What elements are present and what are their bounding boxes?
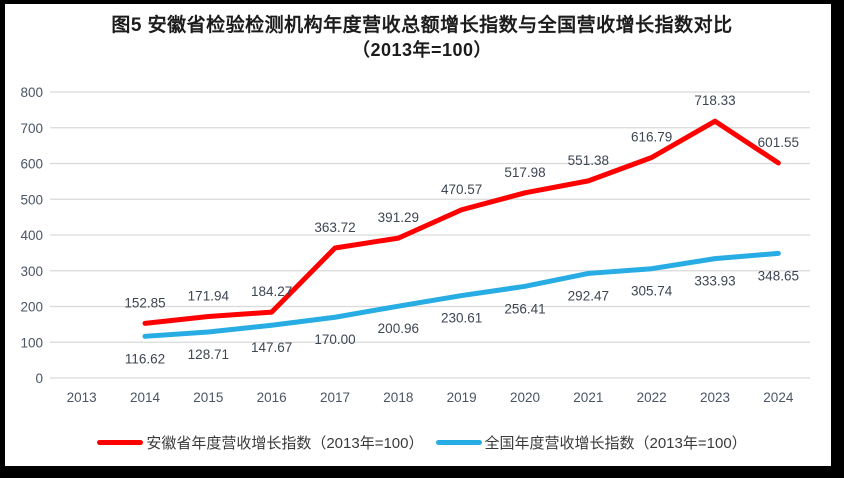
y-tick-label: 100: [20, 335, 43, 350]
data-label: 230.61: [441, 311, 482, 326]
data-label: 170.00: [314, 332, 355, 347]
legend-swatch-national: [435, 439, 482, 445]
y-tick-label: 700: [20, 121, 43, 136]
chart-title-line2: （2013年=100）: [351, 40, 493, 60]
x-tick-label: 2016: [257, 390, 287, 405]
x-tick-label: 2013: [67, 390, 97, 405]
data-label: 256.41: [504, 301, 545, 316]
x-tick-label: 2018: [383, 390, 413, 405]
data-label: 718.33: [694, 93, 735, 108]
data-label: 147.67: [251, 340, 292, 355]
x-tick-label: 2015: [193, 390, 223, 405]
data-label: 305.74: [631, 284, 673, 299]
legend-item-national: 全国年度营收增长指数（2013年=100）: [435, 432, 747, 453]
y-tick-label: 400: [20, 228, 43, 243]
data-label: 333.93: [694, 274, 735, 289]
legend-swatch-anhui: [97, 439, 144, 445]
x-tick-label: 2023: [700, 390, 730, 405]
series-line-anhui: [142, 118, 781, 326]
data-label: 391.29: [378, 210, 419, 225]
y-tick-label: 0: [35, 371, 43, 386]
chart-legend: 安徽省年度营收增长指数（2013年=100） 全国年度营收增长指数（2013年=…: [0, 431, 844, 453]
series-line-national: [142, 250, 781, 339]
x-tick-label: 2022: [637, 390, 667, 405]
data-label: 292.47: [568, 288, 609, 303]
data-label: 616.79: [631, 129, 672, 144]
data-label: 152.85: [124, 295, 165, 310]
data-label: 601.55: [758, 135, 799, 150]
y-tick-label: 800: [20, 85, 43, 100]
legend-item-anhui: 安徽省年度营收增长指数（2013年=100）: [97, 432, 424, 453]
data-label: 184.27: [251, 284, 292, 299]
data-label: 470.57: [441, 182, 482, 197]
data-label: 363.72: [314, 220, 355, 235]
legend-label-anhui: 安徽省年度营收增长指数（2013年=100）: [146, 434, 424, 452]
y-tick-label: 200: [20, 300, 43, 315]
y-tick-label: 600: [20, 157, 43, 172]
data-label: 200.96: [378, 321, 419, 336]
x-tick-label: 2019: [447, 390, 477, 405]
data-label: 128.71: [188, 347, 229, 362]
x-tick-label: 2024: [763, 390, 794, 405]
x-tick-label: 2017: [320, 390, 350, 405]
x-tick-label: 2020: [510, 390, 540, 405]
chart-title: 图5 安徽省检验检测机构年度营收总额增长指数与全国营收增长指数对比 （2013年…: [0, 13, 844, 63]
data-label: 517.98: [504, 165, 545, 180]
data-label: 348.65: [758, 268, 799, 283]
chart-title-line1: 图5 安徽省检验检测机构年度营收总额增长指数与全国营收增长指数对比: [111, 15, 733, 36]
y-tick-label: 500: [20, 192, 43, 207]
data-label: 116.62: [125, 351, 165, 366]
y-tick-label: 300: [20, 264, 43, 279]
data-label: 551.38: [568, 153, 609, 168]
x-tick-label: 2021: [573, 390, 603, 405]
legend-label-national: 全国年度营收增长指数（2013年=100）: [484, 434, 747, 452]
data-label: 171.94: [188, 289, 230, 304]
x-tick-label: 2014: [130, 390, 161, 405]
